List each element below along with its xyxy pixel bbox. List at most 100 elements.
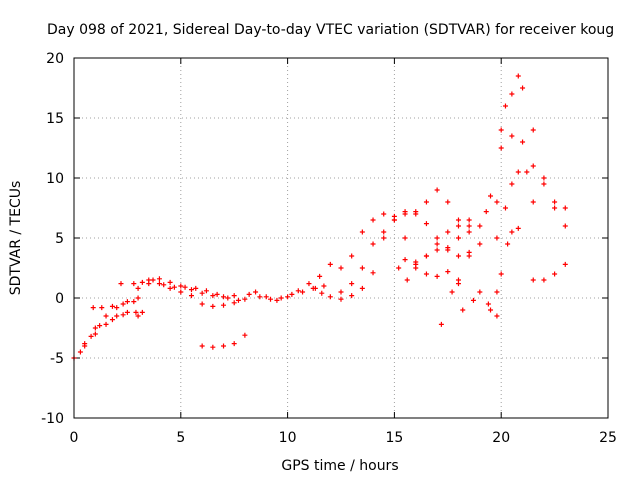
data-point — [470, 297, 476, 303]
data-point — [494, 199, 500, 205]
data-point — [178, 289, 184, 295]
data-point — [445, 269, 451, 275]
data-point — [188, 287, 194, 293]
data-point — [445, 245, 451, 251]
data-point — [466, 223, 472, 229]
data-point — [285, 294, 291, 300]
data-point — [349, 253, 355, 259]
data-point — [167, 285, 173, 291]
data-point — [381, 235, 387, 241]
data-point — [466, 253, 472, 259]
axis-ticks: 0 5 10 15 20 25 -10 -5 0 5 10 15 20 — [41, 51, 617, 446]
data-point — [509, 133, 515, 139]
data-point — [404, 277, 410, 283]
data-point — [338, 296, 344, 302]
data-point — [103, 321, 109, 327]
data-point — [161, 282, 167, 288]
data-point — [306, 281, 312, 287]
x-tick-label: 10 — [279, 430, 297, 446]
data-point — [413, 209, 419, 215]
data-point — [167, 279, 173, 285]
data-point — [488, 193, 494, 199]
data-point — [505, 241, 511, 247]
data-point — [455, 217, 461, 223]
data-point — [246, 291, 252, 297]
data-point — [99, 305, 105, 311]
plot-frame — [73, 57, 609, 419]
data-point — [349, 293, 355, 299]
x-tick-label: 15 — [385, 430, 403, 446]
data-point — [541, 277, 547, 283]
data-point — [381, 211, 387, 217]
data-point — [120, 301, 126, 307]
series-track-22 — [494, 225, 521, 241]
data-point — [455, 253, 461, 259]
x-tick-label: 25 — [599, 430, 617, 446]
series-track-16 — [438, 209, 489, 327]
data-point — [214, 291, 220, 297]
data-point — [530, 199, 536, 205]
data-point — [319, 290, 325, 296]
y-axis-title: SDTVAR / TECUs — [8, 181, 24, 296]
data-point — [434, 247, 440, 253]
data-point — [402, 257, 408, 263]
series-track-4 — [90, 299, 137, 311]
data-point — [135, 295, 141, 301]
data-point — [423, 221, 429, 227]
data-point — [210, 293, 216, 299]
data-point — [524, 169, 530, 175]
data-point — [494, 289, 500, 295]
grid — [74, 58, 608, 418]
data-point — [562, 223, 568, 229]
data-point — [109, 317, 115, 323]
series-track-23 — [530, 261, 568, 283]
data-point — [92, 325, 98, 331]
data-point — [509, 91, 515, 97]
data-point — [109, 303, 115, 309]
data-point — [242, 296, 248, 302]
data-point — [515, 169, 521, 175]
data-point — [131, 281, 137, 287]
data-point — [515, 225, 521, 231]
data-point — [199, 290, 205, 296]
data-point — [221, 343, 227, 349]
data-point — [488, 307, 494, 313]
data-point — [460, 307, 466, 313]
data-point — [477, 289, 483, 295]
series-track-21 — [502, 169, 536, 211]
data-point — [88, 333, 94, 339]
data-point — [413, 261, 419, 267]
data-point — [449, 289, 455, 295]
data-point — [135, 285, 141, 291]
data-point — [466, 217, 472, 223]
data-point — [520, 85, 526, 91]
data-point — [502, 205, 508, 211]
series-track-3 — [82, 309, 141, 349]
data-point — [156, 281, 162, 287]
data-point — [498, 127, 504, 133]
data-point — [494, 235, 500, 241]
data-point — [552, 199, 558, 205]
data-point — [509, 181, 515, 187]
data-point — [455, 235, 461, 241]
data-point — [199, 343, 205, 349]
data-point — [562, 205, 568, 211]
data-point — [349, 281, 355, 287]
series-track-13 — [381, 187, 472, 241]
data-point — [477, 223, 483, 229]
data-point — [178, 283, 184, 289]
data-point — [434, 187, 440, 193]
series-track-5 — [118, 277, 327, 303]
data-point — [359, 265, 365, 271]
data-point — [477, 241, 483, 247]
data-point — [139, 279, 145, 285]
series-track-19 — [488, 73, 568, 229]
data-point — [370, 241, 376, 247]
x-tick-label: 20 — [492, 430, 510, 446]
series-track-2 — [77, 309, 145, 355]
series-track-8 — [199, 332, 248, 350]
data-point — [338, 289, 344, 295]
data-point — [193, 285, 199, 291]
data-point — [438, 321, 444, 327]
